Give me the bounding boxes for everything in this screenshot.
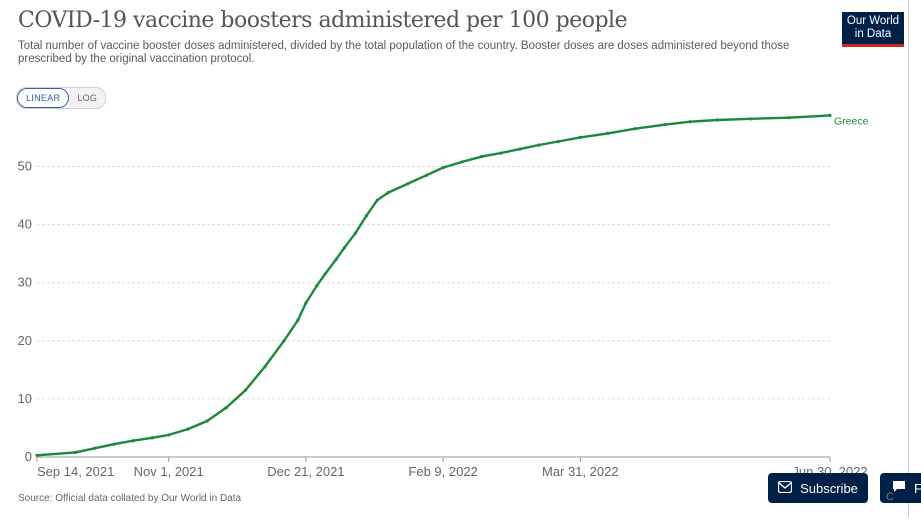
x-tick-label: Feb 9, 2022 [408, 464, 477, 479]
x-tick-label: Dec 21, 2021 [267, 464, 344, 479]
data-point[interactable] [93, 446, 97, 450]
owid-logo[interactable]: Our World in Data [842, 12, 904, 47]
y-tick-label: 40 [18, 217, 32, 232]
logo-line-1: Our World [846, 15, 900, 27]
data-point[interactable] [323, 272, 327, 276]
data-point[interactable] [425, 173, 429, 177]
y-tick-label: 0 [25, 449, 32, 464]
chart-title: COVID-19 vaccine boosters administered p… [18, 8, 628, 33]
data-point[interactable] [282, 339, 286, 343]
x-axis-ticks: Sep 14, 2021 Nov 1, 2021 Dec 21, 2021 Feb 9… [36, 457, 868, 479]
window-edge [908, 0, 909, 524]
scale-toggle: LINEAR LOG [16, 87, 107, 109]
chart-subtitle: Total number of vaccine booster doses ad… [18, 40, 790, 65]
data-point[interactable] [460, 160, 464, 164]
scrollbar-strip [0, 517, 921, 524]
series-labels: Greece [834, 115, 869, 127]
data-point[interactable] [224, 406, 228, 410]
x-tick-label: Sep 14, 2021 [37, 464, 114, 479]
data-point[interactable] [715, 118, 720, 122]
data-point[interactable] [186, 427, 190, 431]
data-point[interactable] [167, 433, 171, 437]
data-point[interactable] [243, 388, 248, 392]
feedback-label: F [914, 480, 921, 496]
data-point[interactable] [606, 131, 610, 135]
y-axis-ticks: 0 10 20 30 40 50 [18, 158, 32, 464]
source-note: Source: Official data collated by Our Wo… [18, 493, 242, 504]
data-point[interactable] [688, 120, 692, 124]
feedback-button[interactable]: F [880, 473, 921, 503]
log-scale-button[interactable]: LOG [69, 88, 106, 108]
data-point[interactable] [205, 419, 209, 423]
data-point[interactable] [73, 450, 78, 454]
chat-icon [892, 480, 906, 496]
data-point[interactable] [353, 231, 357, 235]
data-point[interactable] [296, 318, 300, 323]
data-point[interactable] [375, 198, 379, 202]
line-chart: 0 10 20 30 40 50 Sep 14, 2021 Nov 1, 2021 Dec 2… [18, 113, 869, 479]
data-point[interactable] [150, 436, 154, 440]
data-point[interactable] [518, 147, 522, 151]
data-point[interactable] [364, 214, 368, 218]
data-point[interactable] [112, 442, 116, 446]
x-tick-label: Nov 1, 2021 [134, 464, 204, 479]
y-tick-label: 20 [18, 333, 32, 348]
data-point[interactable] [131, 439, 135, 443]
data-point[interactable] [537, 143, 541, 147]
data-point[interactable] [479, 155, 484, 159]
data-point[interactable] [342, 246, 346, 250]
mail-icon [777, 480, 793, 496]
data-point[interactable] [304, 301, 308, 305]
data-point[interactable] [556, 139, 560, 144]
data-point[interactable] [499, 151, 503, 155]
data-point[interactable] [633, 127, 637, 131]
data-point[interactable] [748, 117, 753, 121]
data-point[interactable] [405, 182, 410, 186]
subscribe-label: Subscribe [800, 480, 858, 496]
linear-scale-button[interactable]: LINEAR [17, 88, 70, 108]
data-point[interactable] [35, 453, 39, 457]
data-point[interactable] [263, 365, 267, 369]
series-label: Greece [834, 115, 869, 127]
data-point[interactable] [441, 166, 445, 170]
logo-line-2: in Data [854, 28, 892, 40]
data-point[interactable] [386, 191, 390, 195]
data-point[interactable] [828, 113, 832, 117]
data-point[interactable] [315, 283, 319, 288]
series-lines [35, 113, 832, 457]
data-point[interactable] [663, 123, 667, 127]
grid-lines [37, 165, 830, 458]
data-point[interactable] [578, 135, 582, 140]
y-tick-label: 30 [18, 275, 32, 290]
y-tick-label: 50 [18, 158, 32, 173]
x-tick-label: Mar 31, 2022 [542, 464, 619, 479]
subscribe-button[interactable]: Subscribe [768, 473, 868, 503]
data-point[interactable] [787, 116, 791, 120]
y-tick-label: 10 [18, 391, 32, 406]
corner-text: C [886, 491, 894, 503]
data-point[interactable] [334, 257, 338, 262]
